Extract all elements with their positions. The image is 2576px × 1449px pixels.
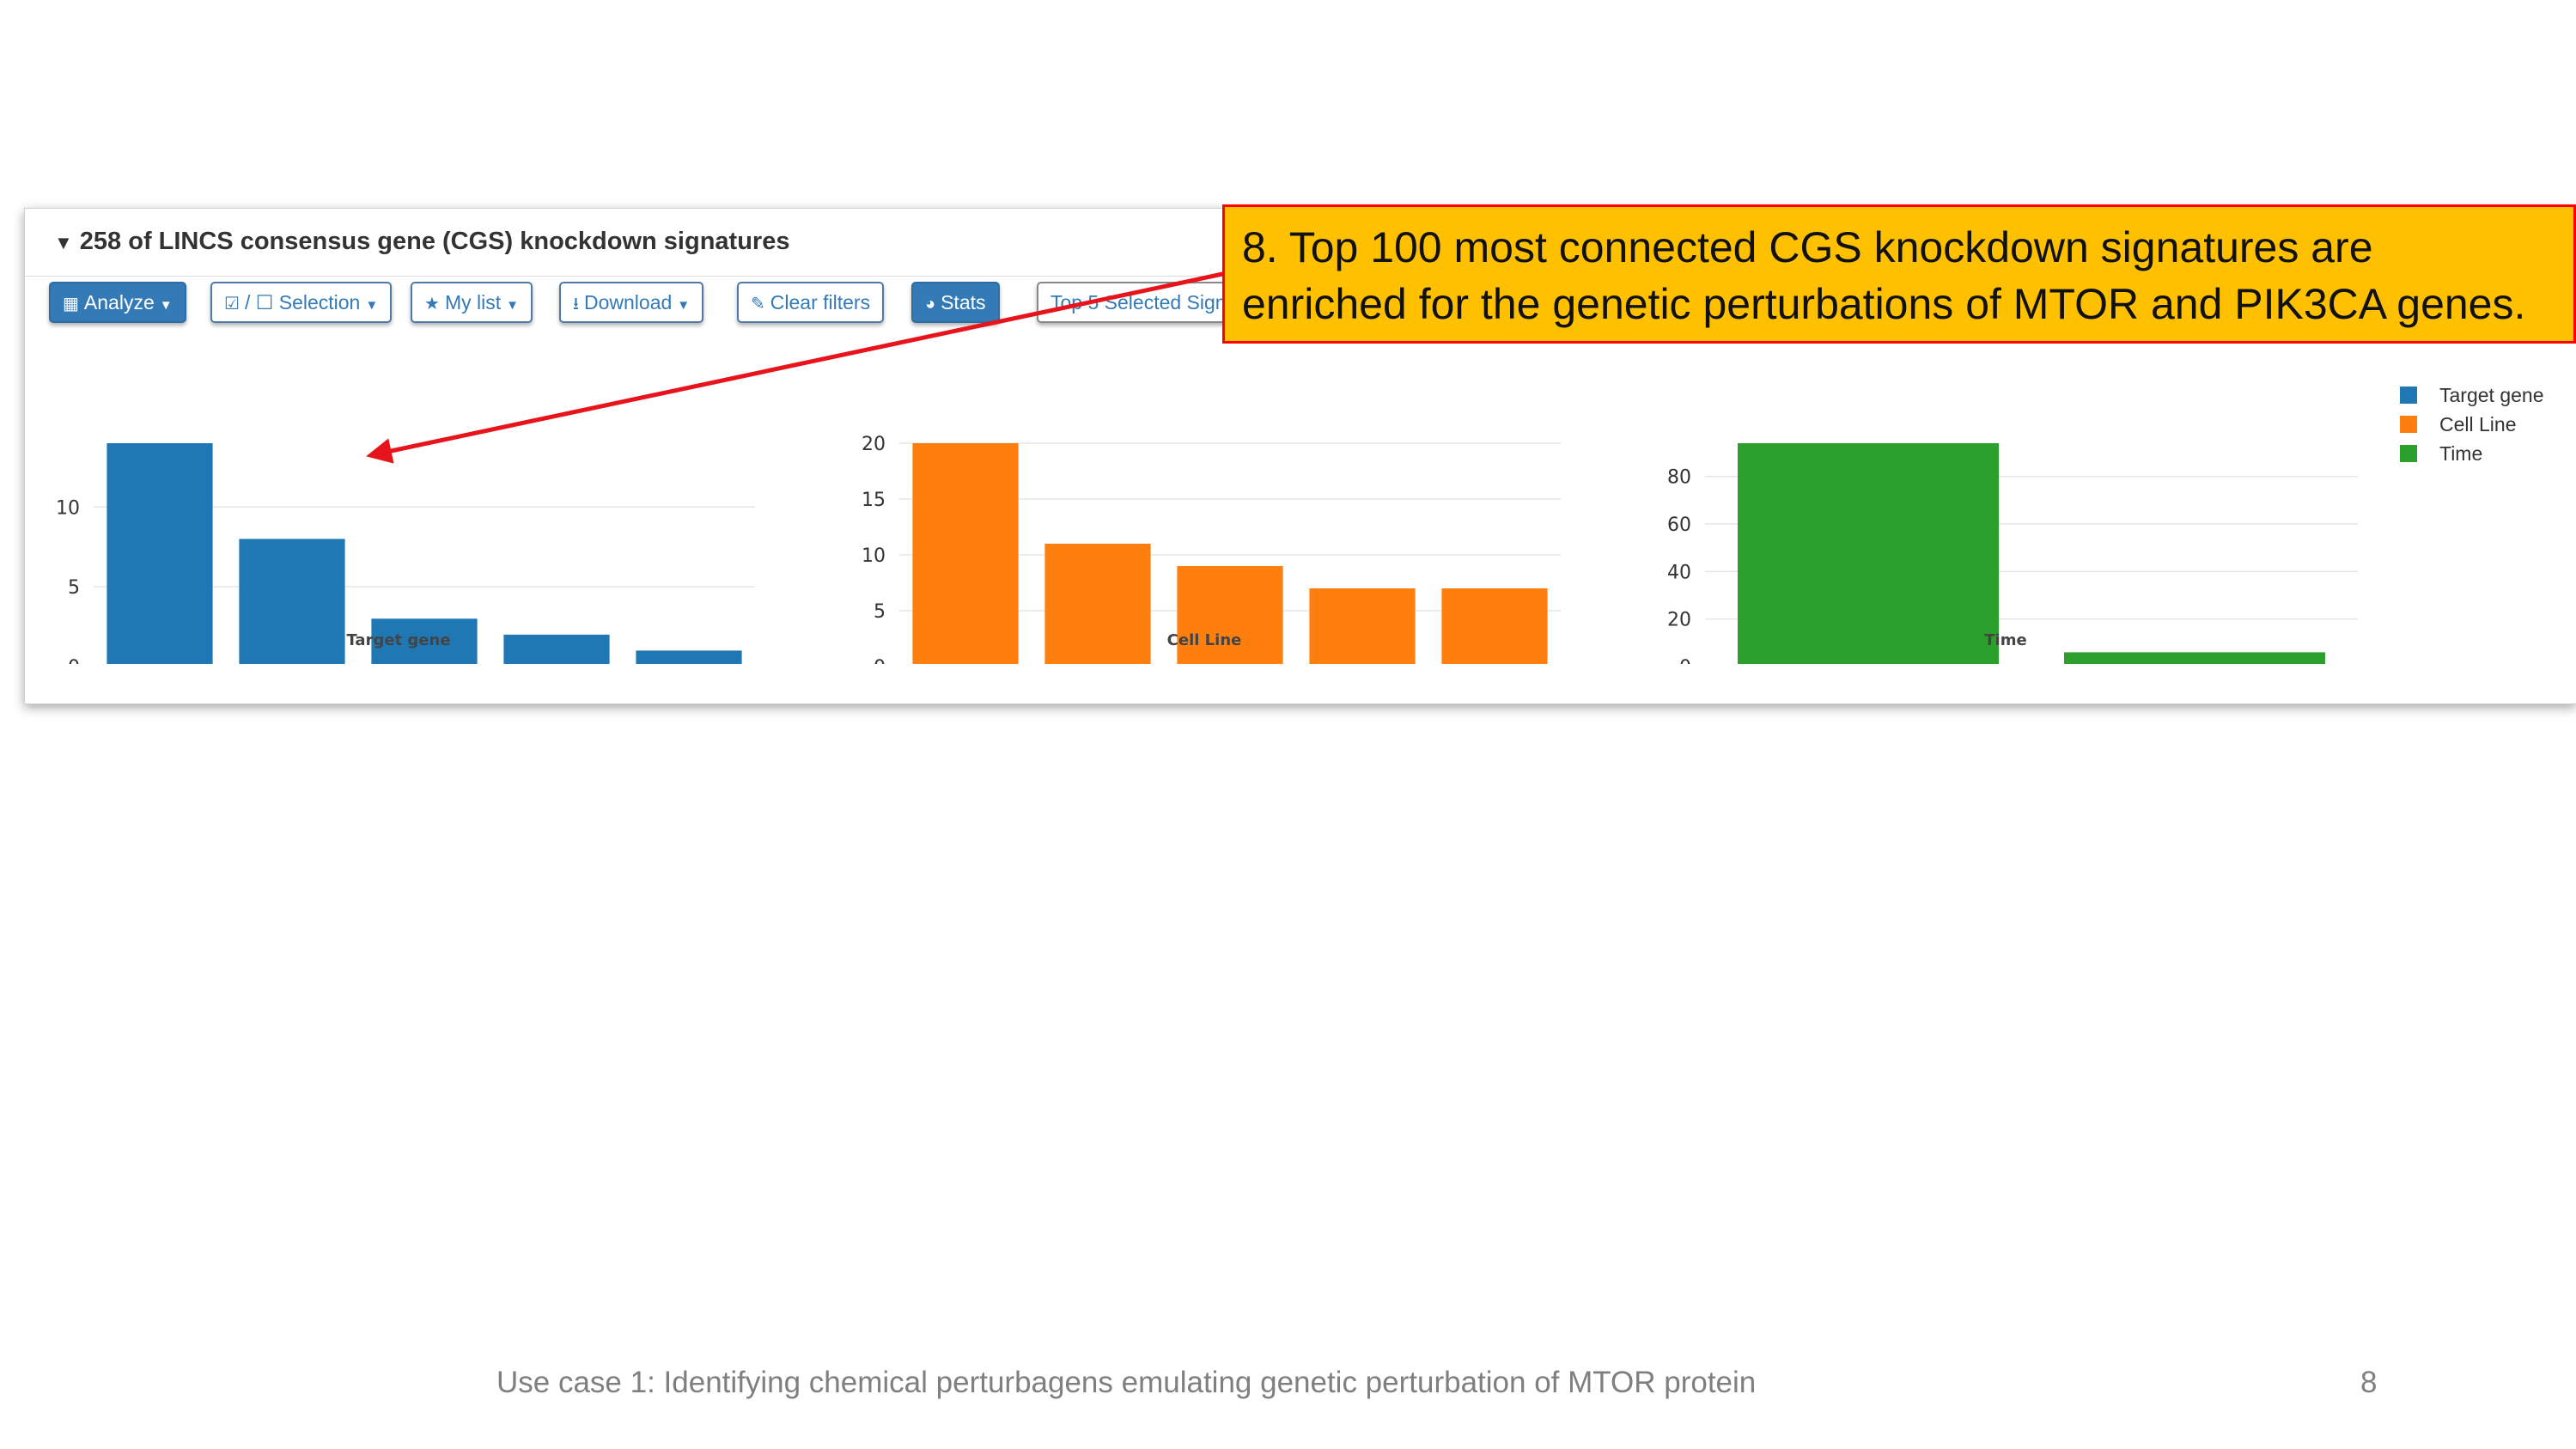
legend-label: Cell Line [2439,412,2517,435]
chevron-down-icon: ▼ [365,298,379,313]
y-tick-label: 5 [874,601,886,623]
y-tick-label: 0 [874,657,886,664]
bar[interactable] [1309,588,1416,664]
download-button[interactable]: ⭳ Download ▼ [559,282,704,323]
y-tick-label: 20 [862,434,886,455]
chevron-down-icon: ▼ [677,298,691,313]
y-tick-label: 0 [68,657,80,664]
y-tick-label: 15 [862,490,886,511]
bar[interactable] [1738,443,1999,664]
callout-line-1: 8. Top 100 most connected CGS knockdown … [1242,223,2373,271]
y-tick-label: 10 [56,497,80,519]
star-icon: ★ [424,295,440,314]
bar[interactable] [371,618,478,664]
annotation-callout: 8. Top 100 most connected CGS knockdown … [1222,204,2576,344]
bar[interactable] [1441,588,1548,664]
chart-0: 0510MTORPIK3CACHEK2PTP4A1AKT1Target gene [56,443,755,664]
y-tick-label: 60 [1667,514,1691,536]
legend-swatch [2400,387,2417,404]
legend-item[interactable]: Target gene [2400,381,2543,410]
x-axis-title: Cell Line [1167,631,1242,649]
slide-footer: Use case 1: Identifying chemical perturb… [496,1366,1757,1399]
y-tick-label: 80 [1667,467,1691,489]
stats-charts: 0510MTORPIK3CACHEK2PTP4A1AKT1Target gene… [56,434,2358,664]
bar[interactable] [503,634,610,664]
stats-button[interactable]: ◕ Stats [911,282,1000,323]
x-axis-title: Time [1984,631,2026,649]
panel-title-text: 258 of LINCS consensus gene (CGS) knockd… [79,228,790,255]
legend-item[interactable]: Time [2400,439,2543,468]
chart-2: 02040608096 h144 hTime [1667,443,2358,664]
selection-button[interactable]: ☑ / ☐ Selection ▼ [210,282,393,323]
callout-line-2: enriched for the genetic perturbations o… [1242,280,2526,328]
bar[interactable] [636,650,742,664]
download-icon: ⭳ [573,295,579,314]
chevron-down-icon: ▼ [159,298,173,313]
caret-down-icon[interactable]: ▼ [54,232,73,253]
legend-swatch [2400,416,2417,433]
checkbox-icon: ☑ [224,295,240,314]
legend-label: Time [2439,441,2483,465]
bar[interactable] [239,539,345,664]
bar[interactable] [107,443,213,664]
y-tick-label: 0 [1679,657,1691,664]
x-axis-title: Target gene [346,631,450,649]
bar[interactable] [1044,544,1151,664]
chart-1: 05101520MCF7PC3MCF7.101A549NPCCell Line [862,434,1561,664]
legend-label: Target gene [2439,383,2544,406]
legend-swatch [2400,445,2417,462]
y-tick-label: 40 [1667,562,1691,583]
bar[interactable] [2064,652,2325,664]
eraser-icon: ✎ [751,295,765,314]
bar[interactable] [912,443,1019,664]
grid-icon: ▦ [63,295,79,314]
top5-selected-signatures-button[interactable]: Top 5 Selected Signatures [1037,282,1226,323]
slide-page-number: 8 [2360,1366,2378,1399]
my-list-button[interactable]: ★ My list ▼ [411,282,533,323]
y-tick-label: 5 [68,577,80,599]
analyze-button[interactable]: ▦ Analyze ▼ [49,282,186,323]
pie-chart-icon: ◕ [925,295,936,314]
y-tick-label: 10 [862,545,886,567]
legend-item[interactable]: Cell Line [2400,410,2543,439]
y-tick-label: 20 [1667,610,1691,631]
clear-filters-button[interactable]: ✎ Clear filters [737,282,885,323]
chevron-down-icon: ▼ [506,298,519,313]
panel-title[interactable]: ▼ 258 of LINCS consensus gene (CGS) knock… [54,228,789,256]
bar[interactable] [1177,566,1283,664]
chart-legend: Target gene Cell Line Time [2400,381,2543,468]
